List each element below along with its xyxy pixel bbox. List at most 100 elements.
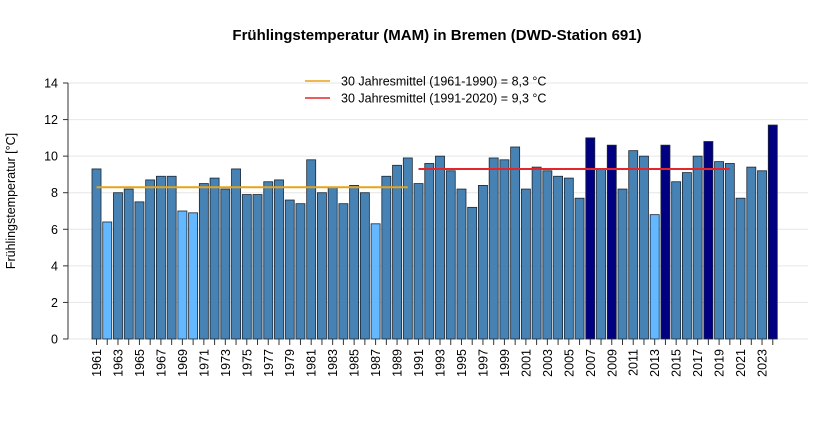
bar-1985 <box>349 184 360 340</box>
bar-1975 <box>241 194 252 340</box>
bar-1979 <box>284 199 295 340</box>
y-axis: 0 2 4 6 8 10 12 14 <box>44 77 69 347</box>
chart-title: Frühlingstemperatur (MAM) in Bremen (DWD… <box>232 27 641 44</box>
x-tick-label: 1997 <box>476 349 490 377</box>
bar-1995 <box>456 188 467 340</box>
x-tick-label: 1991 <box>412 349 426 377</box>
x-tick-label: 1967 <box>154 349 168 377</box>
x-tick-label: 1985 <box>348 349 362 377</box>
bar-1967 <box>156 175 166 340</box>
y-tick-label: 8 <box>51 186 58 200</box>
x-tick-label: 2013 <box>648 349 662 377</box>
bar-1997 <box>478 184 488 340</box>
bars <box>91 124 778 340</box>
legend-label-1961-1990: 30 Jahresmittel (1961-1990) = 8,3 °C <box>341 75 546 89</box>
x-tick-label: 1973 <box>219 349 233 377</box>
x-tick-label: 2007 <box>584 349 598 377</box>
x-tick-label: 2005 <box>562 349 576 377</box>
x-tick-label: 1995 <box>455 349 469 377</box>
x-tick-label: 1977 <box>262 349 276 377</box>
y-tick-label: 12 <box>44 113 58 127</box>
x-tick-label: 2023 <box>756 349 770 377</box>
x-tick-label: 2015 <box>670 349 684 377</box>
bar-1998 <box>488 157 499 340</box>
x-tick-label: 2001 <box>519 349 533 377</box>
bar-2014 <box>660 144 671 340</box>
bar-2024 <box>767 124 778 340</box>
bar-1971 <box>198 183 209 340</box>
x-tick-label: 1971 <box>197 349 211 377</box>
bar-2013 <box>649 214 660 340</box>
x-tick-label: 1987 <box>369 349 383 377</box>
bar-2020 <box>724 163 735 340</box>
bar-1976 <box>252 194 263 340</box>
bar-1988 <box>381 175 392 340</box>
x-tick-label: 2021 <box>734 349 748 377</box>
x-tick-label: 1963 <box>111 349 125 377</box>
bar-1974 <box>231 168 241 340</box>
bar-1969 <box>177 210 188 340</box>
bar-1973 <box>220 188 231 340</box>
reference-lines <box>96 167 730 189</box>
bar-2006 <box>574 197 585 340</box>
y-tick-label: 0 <box>51 333 58 347</box>
bar-1983 <box>327 186 338 340</box>
bar-2018 <box>703 141 714 340</box>
bar-2004 <box>553 175 563 340</box>
x-tick-label: 2009 <box>605 349 619 377</box>
y-tick-label: 4 <box>51 259 58 273</box>
x-tick-label: 2011 <box>627 349 641 376</box>
legend-label-1991-2020: 30 Jahresmittel (1991-2020) = 9,3 °C <box>341 92 546 106</box>
bar-1978 <box>274 179 284 340</box>
bar-2017 <box>692 155 703 340</box>
y-tick-label: 14 <box>44 77 58 91</box>
bar-1970 <box>188 212 199 340</box>
bar-1966 <box>145 179 156 340</box>
legend: 30 Jahresmittel (1961-1990) = 8,3 °C 30 … <box>305 75 546 106</box>
bar-2009 <box>606 144 617 340</box>
x-tick-label: 1993 <box>434 349 448 377</box>
bar-1984 <box>338 203 349 340</box>
bar-1993 <box>435 155 445 340</box>
x-axis: 1961 1963 1965 1967 1969 1971 1973 1975 1977 1979… <box>90 339 774 377</box>
bar-2023 <box>757 170 767 340</box>
bar-2012 <box>639 155 649 340</box>
bar-1982 <box>317 192 327 340</box>
bar-1994 <box>445 170 456 340</box>
bar-2015 <box>671 181 682 340</box>
bar-2010 <box>617 188 628 340</box>
y-tick-label: 10 <box>44 150 58 164</box>
x-tick-label: 1999 <box>498 349 512 377</box>
bar-2000 <box>510 146 521 340</box>
bar-1963 <box>113 192 123 340</box>
bar-2019 <box>714 161 725 340</box>
bar-2002 <box>531 166 542 340</box>
x-tick-label: 1969 <box>176 349 190 377</box>
bar-1991 <box>413 183 424 340</box>
x-tick-label: 1961 <box>90 349 104 377</box>
bar-2011 <box>628 150 639 340</box>
x-tick-label: 1975 <box>240 349 254 377</box>
bar-1972 <box>209 177 220 340</box>
bar-1989 <box>392 164 402 340</box>
bar-1968 <box>166 175 177 340</box>
bar-1999 <box>499 159 510 340</box>
x-tick-label: 1979 <box>283 349 297 377</box>
x-tick-label: 1989 <box>391 349 405 377</box>
bar-1980 <box>295 203 306 340</box>
bar-1992 <box>424 163 435 340</box>
bar-1990 <box>402 157 413 340</box>
x-tick-label: 2003 <box>541 349 555 377</box>
bar-2021 <box>735 197 746 340</box>
bar-2003 <box>542 170 553 340</box>
bar-1962 <box>102 221 113 340</box>
bar-1986 <box>359 192 370 340</box>
bar-2022 <box>746 166 757 340</box>
bar-2001 <box>520 188 531 340</box>
y-axis-label: Frühlingstemperatur [°C] <box>4 133 18 269</box>
x-tick-label: 1983 <box>326 349 340 377</box>
x-tick-label: 2019 <box>713 349 727 377</box>
x-tick-label: 1965 <box>133 349 147 377</box>
bar-1961 <box>91 168 102 340</box>
